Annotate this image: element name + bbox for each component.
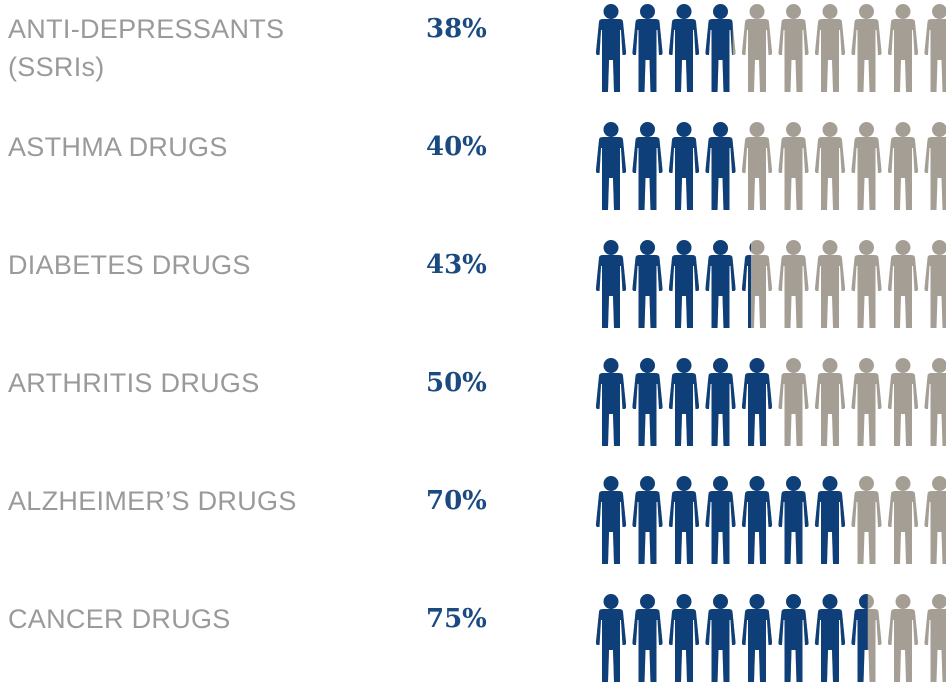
person-icon-filled xyxy=(741,243,751,328)
chart-row: ARTHRITIS DRUGS 50% xyxy=(0,354,946,454)
category-label: DIABETES DRUGS xyxy=(8,250,251,280)
person-icon-filled xyxy=(595,358,627,446)
filled-figures xyxy=(595,594,868,682)
people-svg xyxy=(595,4,946,92)
person-icon-filled xyxy=(668,358,700,446)
person-icon-filled xyxy=(595,240,627,328)
person-icon-filled xyxy=(778,476,809,564)
people-svg xyxy=(595,594,946,682)
chart-row: CANCER DRUGS 75% xyxy=(0,590,946,690)
people-svg xyxy=(595,240,946,328)
person-icon-empty xyxy=(924,358,946,446)
person-icon-empty xyxy=(741,122,773,210)
category-label: ANTI-DEPRESSANTS (SSRIs) xyxy=(8,14,285,82)
filled-figures xyxy=(595,358,773,446)
people-bar xyxy=(590,236,946,332)
value-label: 40% xyxy=(426,132,487,162)
value-label: 43% xyxy=(426,250,487,280)
person-icon-empty xyxy=(778,122,809,210)
person-icon-filled xyxy=(705,358,736,446)
people-svg xyxy=(595,476,946,564)
chart-row: ALZHEIMER’S DRUGS 70% xyxy=(0,472,946,572)
person-icon-empty xyxy=(851,476,882,564)
people-svg xyxy=(595,122,946,210)
people-bar xyxy=(590,0,946,96)
category-label: ALZHEIMER’S DRUGS xyxy=(8,486,297,516)
filled-figures xyxy=(595,4,733,92)
people-bar xyxy=(590,354,946,450)
person-icon-filled xyxy=(632,358,663,446)
person-icon-empty xyxy=(741,240,773,328)
person-icon-empty xyxy=(924,240,946,328)
person-icon-filled xyxy=(705,122,736,210)
person-icon-filled xyxy=(632,594,663,682)
value-label: 75% xyxy=(426,604,487,634)
person-icon-filled xyxy=(778,594,809,682)
person-icon-filled xyxy=(668,240,700,328)
person-icon-filled xyxy=(595,594,627,682)
person-icon-empty xyxy=(814,122,846,210)
chart-row: DIABETES DRUGS 43% xyxy=(0,236,946,336)
person-icon-filled xyxy=(632,4,663,92)
person-icon-empty xyxy=(778,4,809,92)
people-bar xyxy=(590,472,946,568)
person-icon-empty xyxy=(924,4,946,92)
person-icon-filled xyxy=(632,240,663,328)
people-bar xyxy=(590,118,946,214)
person-icon-empty xyxy=(887,594,919,682)
person-icon-filled xyxy=(595,476,627,564)
category-label: ASTHMA DRUGS xyxy=(8,132,228,162)
person-icon-empty xyxy=(887,122,919,210)
people-bar xyxy=(590,590,946,686)
value-label: 50% xyxy=(426,368,487,398)
person-icon-empty xyxy=(924,122,946,210)
person-icon-empty xyxy=(741,4,773,92)
value-label: 38% xyxy=(426,14,487,44)
person-icon-empty xyxy=(778,240,809,328)
person-icon-filled xyxy=(705,594,736,682)
chart-row: ANTI-DEPRESSANTS (SSRIs) 38% xyxy=(0,0,946,100)
person-icon-filled xyxy=(705,240,736,328)
person-icon-empty xyxy=(851,240,882,328)
people-svg xyxy=(595,358,946,446)
person-icon-empty xyxy=(851,4,882,92)
person-icon-filled xyxy=(705,476,736,564)
person-icon-empty xyxy=(887,240,919,328)
chart-row: ASTHMA DRUGS 40% xyxy=(0,118,946,218)
person-icon-filled xyxy=(632,122,663,210)
person-icon-filled xyxy=(668,476,700,564)
person-icon-filled xyxy=(595,122,627,210)
person-icon-empty xyxy=(887,4,919,92)
person-icon-filled xyxy=(814,476,846,564)
filled-figures xyxy=(595,476,846,564)
person-icon-filled xyxy=(814,594,846,682)
person-icon-empty xyxy=(851,122,882,210)
value-label: 70% xyxy=(426,486,487,516)
person-icon-filled xyxy=(668,122,700,210)
person-icon-empty xyxy=(814,240,846,328)
filled-figures xyxy=(595,122,736,210)
person-icon-empty xyxy=(778,358,809,446)
person-icon-empty xyxy=(814,358,846,446)
person-icon-empty xyxy=(924,476,946,564)
person-icon-filled xyxy=(632,476,663,564)
person-icon-empty xyxy=(887,358,919,446)
filled-figures xyxy=(595,240,751,328)
person-icon-empty xyxy=(814,4,846,92)
person-icon-empty xyxy=(924,594,946,682)
person-icon-filled xyxy=(741,476,773,564)
person-icon-filled xyxy=(668,4,700,92)
person-icon-filled xyxy=(705,4,733,92)
person-icon-empty xyxy=(887,476,919,564)
person-icon-filled xyxy=(851,594,868,682)
person-icon-filled xyxy=(668,594,700,682)
category-label: ARTHRITIS DRUGS xyxy=(8,368,260,398)
person-icon-filled xyxy=(741,594,773,682)
category-label: CANCER DRUGS xyxy=(8,604,231,634)
person-icon-filled xyxy=(741,358,773,446)
person-icon-empty xyxy=(851,358,882,446)
person-icon-filled xyxy=(595,4,627,92)
